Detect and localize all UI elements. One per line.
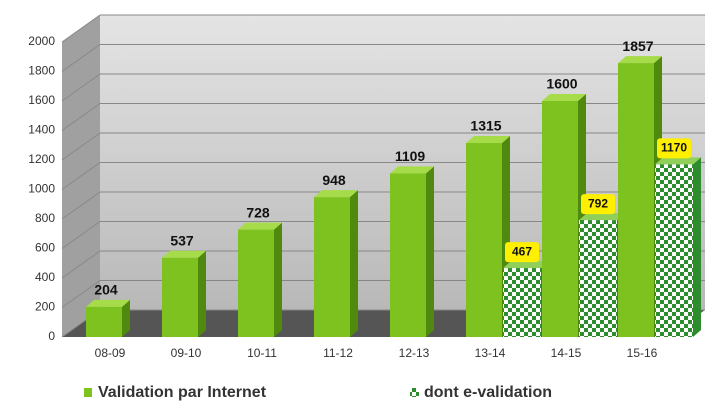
bar-face xyxy=(426,166,434,337)
grid-line xyxy=(61,280,101,308)
y-tick-label: 1800 xyxy=(28,64,55,78)
value-label: 1315 xyxy=(470,118,501,134)
x-tick-label: 10-11 xyxy=(247,346,277,360)
grid-line xyxy=(61,162,101,190)
y-tick-label: 600 xyxy=(35,241,55,255)
bar-face xyxy=(618,56,662,64)
bar-face xyxy=(390,166,434,174)
bar xyxy=(618,56,662,337)
bar-face xyxy=(466,143,502,337)
bar-face xyxy=(579,213,625,221)
bar-face xyxy=(579,220,617,337)
y-tick-label: 400 xyxy=(35,270,55,284)
x-tick-label: 15-16 xyxy=(627,346,658,360)
bar-face xyxy=(390,173,426,337)
value-label: 1600 xyxy=(546,76,577,92)
y-tick-label: 1000 xyxy=(28,182,55,196)
bar-face xyxy=(542,101,578,337)
bar-face xyxy=(238,229,274,337)
value-label: 204 xyxy=(94,282,118,298)
grid-line xyxy=(61,44,101,72)
legend-swatch xyxy=(410,388,419,397)
grid-line xyxy=(61,132,101,161)
value-label-box xyxy=(505,242,539,263)
x-tick-label: 08-09 xyxy=(95,346,126,360)
x-tick-label: 09-10 xyxy=(171,346,202,360)
y-tick-label: 2000 xyxy=(28,34,55,48)
value-label: 537 xyxy=(170,232,194,248)
legend-label: Validation par Internet xyxy=(98,384,267,401)
value-label: 948 xyxy=(322,172,346,188)
value-label: 728 xyxy=(246,204,270,220)
bar-face xyxy=(162,250,206,258)
bar-face xyxy=(238,222,282,230)
bar xyxy=(86,299,130,337)
bar-face xyxy=(198,250,206,337)
x-tick-label: 13-14 xyxy=(475,346,506,360)
bar xyxy=(542,94,586,337)
bar-face xyxy=(350,190,358,337)
grid-line xyxy=(61,103,101,131)
value-label: 1170 xyxy=(661,141,687,155)
bar-face xyxy=(655,164,693,337)
x-tick-label: 12-13 xyxy=(399,346,430,360)
legend-label: dont e-validation xyxy=(424,384,552,401)
bar-face xyxy=(122,299,130,337)
bar xyxy=(655,157,701,337)
bar-face xyxy=(693,157,701,337)
bar xyxy=(314,190,358,337)
grid-line xyxy=(61,14,101,43)
bar-face xyxy=(274,222,282,337)
bar-face xyxy=(655,157,701,165)
grid-line xyxy=(61,221,101,249)
value-label: 1857 xyxy=(622,38,653,54)
bar xyxy=(162,250,206,337)
value-label-box xyxy=(581,194,615,215)
bar-face xyxy=(86,306,122,337)
bar-face xyxy=(466,136,510,144)
value-label-box xyxy=(657,138,691,159)
x-tick-label: 14-15 xyxy=(551,346,582,360)
bar xyxy=(390,166,434,337)
y-tick-label: 1600 xyxy=(28,93,55,107)
bar-face xyxy=(86,299,130,307)
bar-face xyxy=(618,63,654,337)
bar-face xyxy=(503,261,549,269)
bar-face xyxy=(314,197,350,337)
bar xyxy=(238,222,282,337)
value-label: 792 xyxy=(588,196,608,210)
bar-face xyxy=(503,268,541,337)
bar xyxy=(466,136,510,337)
grid-line xyxy=(61,191,101,220)
grid-line xyxy=(61,73,101,102)
x-tick-label: 11-12 xyxy=(323,346,353,360)
legend-swatch xyxy=(84,388,92,397)
y-tick-label: 1400 xyxy=(28,123,55,137)
bar-face xyxy=(162,257,198,337)
bar-face xyxy=(542,94,586,101)
grid-line xyxy=(61,250,101,279)
value-label: 467 xyxy=(512,244,532,258)
y-tick-label: 0 xyxy=(48,329,55,343)
bar-face xyxy=(314,190,358,198)
y-tick-label: 800 xyxy=(35,211,55,225)
y-tick-label: 1200 xyxy=(28,152,55,166)
value-label: 1109 xyxy=(395,148,426,164)
y-tick-label: 200 xyxy=(35,300,55,314)
